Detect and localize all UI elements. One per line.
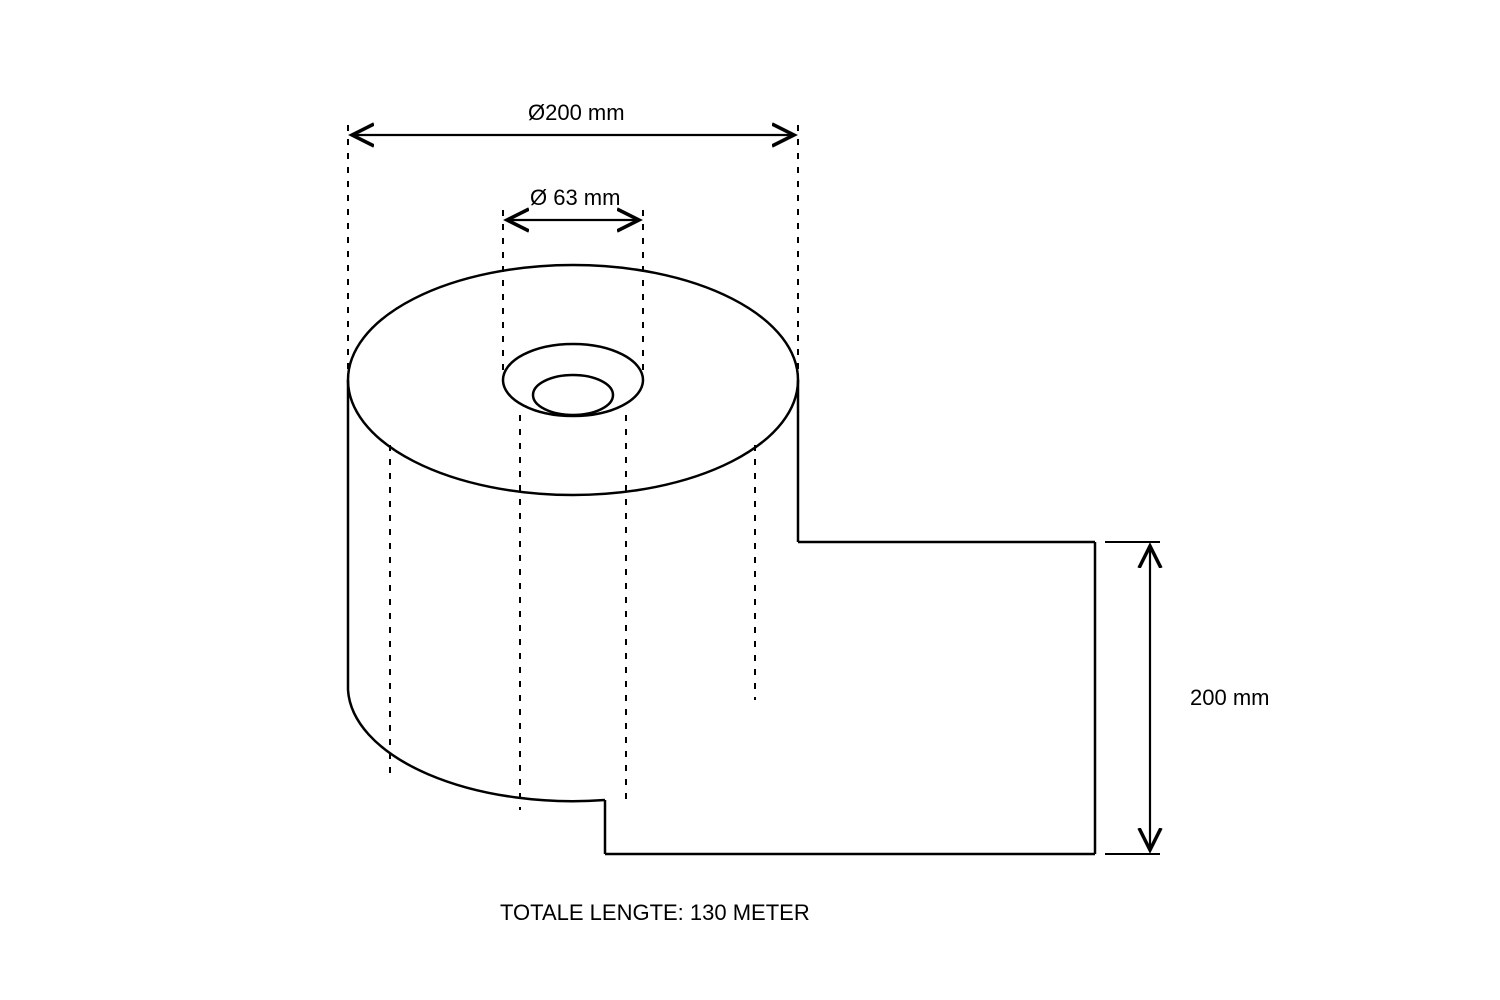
dimension-arrows (352, 135, 1150, 850)
width-arrow-ticks (1105, 542, 1160, 854)
cylinder-bottom-curve (348, 690, 605, 801)
outer-diameter-guides (348, 125, 798, 380)
roll-top-inner-ellipse (503, 344, 643, 416)
roll-diagram (0, 0, 1500, 1000)
roll-hole-ellipse (533, 375, 613, 415)
inner-diameter-label: Ø 63 mm (530, 185, 620, 211)
total-length-label: TOTALE LENGTE: 130 METER (500, 900, 810, 926)
inner-diameter-hidden-guides (520, 415, 626, 810)
outer-diameter-label: Ø200 mm (528, 100, 625, 126)
roll-top-outer-ellipse (348, 265, 798, 495)
width-label: 200 mm (1190, 685, 1269, 711)
roll-body (348, 265, 798, 801)
paper-sheet (605, 542, 1095, 854)
